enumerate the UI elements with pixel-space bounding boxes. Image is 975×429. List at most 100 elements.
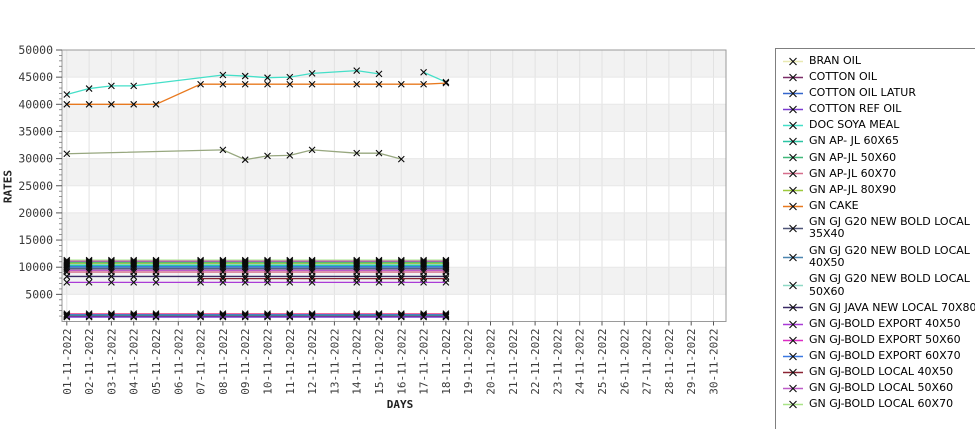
x-marker-icon — [219, 312, 227, 320]
legend-item-label: GN CAKE — [809, 198, 859, 212]
series-marker-icon — [783, 352, 803, 361]
x-marker-icon — [286, 279, 294, 286]
plot-band — [62, 267, 726, 295]
x-marker-icon — [219, 313, 227, 321]
series-marker-icon — [783, 73, 803, 82]
x-marker-icon — [63, 279, 71, 286]
x-marker-icon — [308, 69, 316, 77]
legend-item-label: GN GJ G20 NEW BOLD LOCAL 50X60 — [809, 272, 970, 298]
x-marker-icon — [375, 279, 383, 286]
legend-item-label: GN GJ-BOLD EXPORT 50X60 — [809, 332, 961, 346]
x-marker-icon — [420, 279, 427, 286]
legend-item-label: DOC SOYA MEAL — [809, 118, 900, 132]
x-marker-icon — [264, 80, 271, 88]
x-marker-icon — [308, 146, 316, 154]
x-marker-icon — [397, 155, 405, 163]
plot-band — [62, 104, 726, 132]
series-marker-icon — [783, 105, 803, 114]
x-marker-icon — [241, 72, 249, 80]
x-marker-icon — [353, 67, 361, 75]
x-marker-icon — [375, 149, 383, 157]
legend-item-label: GN GJ-BOLD LOCAL 50X60 — [809, 381, 954, 395]
x-marker-icon — [442, 78, 450, 86]
series-marker-icon — [783, 89, 803, 98]
y-tick-label: 20000 — [18, 206, 53, 220]
legend-item-label: GN AP-JL 80X90 — [809, 182, 897, 196]
x-tick-label: 17-11-2022 — [418, 329, 431, 395]
series-marker-icon — [783, 368, 803, 377]
legend-item: GN CAKE — [782, 198, 975, 213]
x-marker-icon — [219, 71, 227, 79]
x-tick-label: 22-11-2022 — [529, 329, 542, 395]
x-tick-label: 20-11-2022 — [485, 329, 498, 395]
x-marker-icon — [241, 312, 249, 320]
x-tick-label: 12-11-2022 — [306, 329, 319, 395]
series-marker-icon — [783, 137, 803, 146]
legend-item: GN AP-JL 50X60 — [782, 150, 975, 165]
x-tick-label: 24-11-2022 — [574, 329, 587, 395]
legend-item: GN GJ-BOLD LOCAL 60X70 — [782, 398, 975, 411]
legend-item-label: GN GJ-BOLD EXPORT 40X50 — [809, 316, 961, 330]
plot-band — [62, 131, 726, 159]
legend-item-label: GN AP-JL 50X60 — [809, 150, 897, 164]
legend-item-label: BRAN OIL — [809, 54, 862, 67]
x-marker-icon — [63, 273, 71, 280]
legend-item-label: GN GJ G20 NEW BOLD LOCAL 40X50 — [809, 243, 970, 270]
x-marker-icon — [286, 80, 294, 88]
x-tick-label: 11-11-2022 — [284, 329, 297, 395]
legend-item: GN AP-JL 60X70 — [782, 166, 975, 181]
plot-band — [62, 50, 726, 78]
x-marker-icon — [286, 312, 294, 320]
x-marker-icon — [375, 313, 383, 321]
x-marker-icon — [420, 68, 427, 76]
legend: BRAN OIL COTTON OIL COTTON OIL LATUR COTTON… — [775, 48, 975, 429]
series-marker-icon — [783, 186, 803, 194]
y-tick-label: 30000 — [18, 152, 53, 166]
y-tick-label: 45000 — [18, 70, 53, 84]
legend-item: GN GJ-BOLD LOCAL 40X50 — [782, 366, 975, 379]
plot-band — [62, 77, 726, 105]
legend-item-label: GN AP-JL 60X70 — [809, 166, 897, 180]
legend-item: GN GJ-BOLD EXPORT 50X60 — [782, 332, 975, 347]
x-tick-label: 14-11-2022 — [351, 329, 364, 395]
series-marker-icon — [783, 320, 803, 328]
x-marker-icon — [397, 80, 405, 88]
x-marker-icon — [264, 152, 271, 160]
x-tick-label: 27-11-2022 — [641, 329, 654, 395]
y-axis-title: RATES — [1, 169, 15, 204]
x-tick-label: 21-11-2022 — [507, 329, 520, 395]
legend-item-label: GN GJ-BOLD LOCAL 60X70 — [809, 397, 954, 411]
x-marker-icon — [219, 279, 227, 286]
x-tick-label: 30-11-2022 — [708, 329, 721, 395]
x-marker-icon — [152, 312, 160, 320]
x-marker-icon — [85, 279, 93, 286]
x-marker-icon — [63, 100, 71, 108]
y-tick-label: 35000 — [18, 124, 53, 138]
x-marker-icon — [442, 279, 450, 286]
x-marker-icon — [353, 279, 361, 286]
x-marker-icon — [442, 79, 450, 87]
x-marker-icon — [375, 70, 383, 78]
series-marker-icon — [783, 281, 803, 290]
x-marker-icon — [397, 313, 405, 321]
x-marker-icon — [241, 279, 249, 286]
series-marker-icon — [783, 170, 803, 178]
x-marker-icon — [152, 279, 160, 286]
legend-item: GN GJ G20 NEW BOLD LOCAL 35X40 — [782, 215, 975, 241]
series-marker-icon — [783, 384, 803, 393]
x-marker-icon — [108, 313, 115, 321]
legend-item-label: COTTON REF OIL — [809, 102, 902, 116]
x-tick-label: 02-11-2022 — [83, 329, 96, 395]
x-marker-icon — [63, 312, 71, 320]
series-marker-icon — [783, 153, 803, 162]
x-marker-icon — [85, 312, 93, 320]
legend-item: BRAN OIL — [782, 54, 975, 68]
x-tick-label: 09-11-2022 — [239, 329, 252, 395]
x-tick-label: 10-11-2022 — [262, 329, 275, 395]
y-tick-label: 10000 — [18, 260, 53, 274]
x-marker-icon — [397, 279, 405, 286]
x-marker-icon — [130, 82, 138, 90]
x-marker-icon — [85, 313, 93, 321]
x-tick-label: 16-11-2022 — [395, 329, 408, 395]
